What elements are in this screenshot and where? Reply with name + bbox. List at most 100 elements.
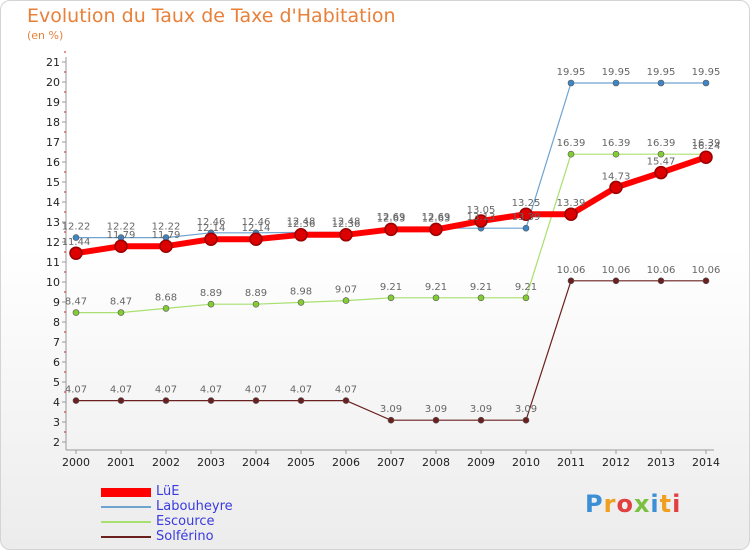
data-point xyxy=(429,222,443,237)
data-label: 8.47 xyxy=(110,297,132,308)
data-label: 12.69 xyxy=(422,212,451,223)
x-tick-label: 2003 xyxy=(197,456,225,469)
y-tick-label: 16 xyxy=(46,156,60,169)
x-tick-label: 2004 xyxy=(242,456,270,469)
data-point xyxy=(657,150,665,158)
data-point xyxy=(612,79,620,87)
data-label: 9.21 xyxy=(515,282,537,293)
legend-swatch xyxy=(101,506,151,508)
data-label: 19.95 xyxy=(692,67,721,78)
y-tick-label: 8 xyxy=(53,316,60,329)
data-label: 4.07 xyxy=(65,385,87,396)
data-label: 14.73 xyxy=(602,171,631,182)
data-label: 4.07 xyxy=(110,385,132,396)
data-label: 8.47 xyxy=(65,297,87,308)
legend-label: LüE xyxy=(156,484,180,499)
data-label: 12.14 xyxy=(197,223,226,234)
data-point xyxy=(522,294,530,302)
data-point xyxy=(204,232,218,246)
data-label: 11.79 xyxy=(107,230,136,241)
data-point xyxy=(702,79,710,87)
data-label: 12.63 xyxy=(422,213,451,224)
legend-swatch xyxy=(101,521,151,523)
y-tick-label: 6 xyxy=(53,356,60,369)
logo-letter: i xyxy=(672,490,682,518)
data-label: 8.98 xyxy=(290,286,312,297)
logo-letter: P xyxy=(585,490,604,518)
data-point xyxy=(342,397,350,404)
x-tick-label: 2013 xyxy=(647,456,675,469)
data-point xyxy=(162,397,170,404)
data-label: 16.39 xyxy=(692,138,721,149)
data-point xyxy=(384,222,398,237)
y-tick-label: 3 xyxy=(53,416,60,429)
data-label: 3.09 xyxy=(425,404,447,415)
data-label: 9.21 xyxy=(470,282,492,293)
data-point xyxy=(72,397,80,404)
legend-label: Labouheyre xyxy=(156,499,233,514)
y-tick-label: 7 xyxy=(53,336,60,349)
data-point xyxy=(339,228,353,242)
x-tick-label: 2014 xyxy=(692,456,720,469)
data-point xyxy=(159,239,173,253)
legend-label: Solférino xyxy=(156,529,214,544)
y-tick-label: 13 xyxy=(46,216,60,229)
data-point xyxy=(72,234,80,241)
legend-swatch xyxy=(101,487,151,497)
data-point xyxy=(294,228,308,242)
data-label: 4.07 xyxy=(245,385,267,396)
data-label: 8.89 xyxy=(245,288,267,299)
data-point xyxy=(162,305,170,312)
data-label: 12.69 xyxy=(377,212,406,223)
y-tick-label: 15 xyxy=(46,176,60,189)
data-point xyxy=(249,232,263,246)
data-label: 16.24 xyxy=(692,141,721,152)
legend-swatch xyxy=(101,536,151,538)
data-label: 15.47 xyxy=(647,157,676,168)
y-tick-label: 21 xyxy=(46,56,60,69)
data-point xyxy=(522,224,530,232)
y-tick-label: 19 xyxy=(46,96,60,109)
x-tick-label: 2001 xyxy=(107,456,135,469)
data-label: 9.07 xyxy=(335,285,357,296)
data-point xyxy=(567,150,575,158)
x-tick-label: 2007 xyxy=(377,456,405,469)
data-point xyxy=(117,309,125,316)
data-label: 19.95 xyxy=(557,67,586,78)
data-label: 12.14 xyxy=(242,223,271,234)
proxiti-logo: Proxiti xyxy=(585,490,681,518)
data-label: 11.44 xyxy=(62,237,91,248)
x-tick-label: 2005 xyxy=(287,456,315,469)
y-tick-label: 17 xyxy=(46,136,60,149)
y-tick-label: 20 xyxy=(46,76,60,89)
data-point xyxy=(432,416,440,424)
data-label: 9.21 xyxy=(380,282,402,293)
data-label: 12.36 xyxy=(287,219,316,230)
x-tick-label: 2002 xyxy=(152,456,180,469)
data-point xyxy=(477,294,485,302)
data-point xyxy=(519,207,533,221)
data-point xyxy=(609,180,623,195)
data-label: 4.07 xyxy=(335,385,357,396)
y-tick-label: 14 xyxy=(46,196,60,209)
logo-letter: i xyxy=(650,490,660,518)
data-point xyxy=(567,79,575,87)
data-point xyxy=(564,207,578,221)
data-point xyxy=(252,300,260,308)
data-label: 16.39 xyxy=(602,138,631,149)
y-tick-label: 4 xyxy=(53,396,60,409)
data-label: 12.48 xyxy=(332,216,361,227)
data-point xyxy=(477,416,485,424)
data-label: 12.36 xyxy=(332,219,361,230)
x-tick-label: 2012 xyxy=(602,456,630,469)
x-tick-label: 2000 xyxy=(62,456,90,469)
data-point xyxy=(657,79,665,87)
data-point xyxy=(612,277,620,285)
data-point xyxy=(387,416,395,424)
x-tick-label: 2006 xyxy=(332,456,360,469)
y-tick-label: 2 xyxy=(53,436,60,449)
data-label: 3.09 xyxy=(380,404,402,415)
logo-letter: x xyxy=(633,490,651,518)
chart-subtitle: (en %) xyxy=(27,29,64,42)
